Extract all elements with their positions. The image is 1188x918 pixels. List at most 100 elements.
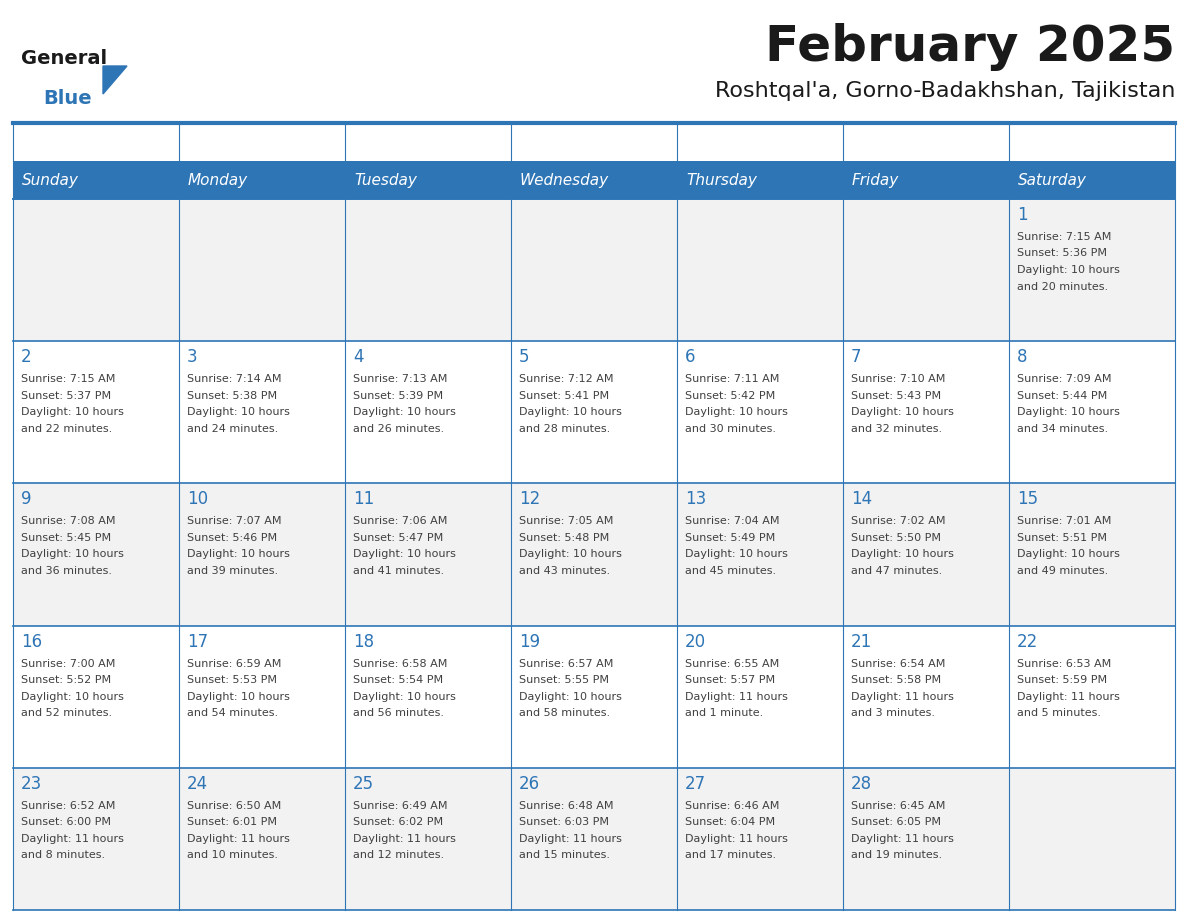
Text: and 19 minutes.: and 19 minutes. xyxy=(851,850,942,860)
Text: 2: 2 xyxy=(21,348,32,366)
Text: Daylight: 11 hours: Daylight: 11 hours xyxy=(851,834,954,844)
Text: Sunset: 5:43 PM: Sunset: 5:43 PM xyxy=(851,391,941,400)
Text: 28: 28 xyxy=(851,775,872,793)
Text: Roshtqal'a, Gorno-Badakhshan, Tajikistan: Roshtqal'a, Gorno-Badakhshan, Tajikistan xyxy=(715,81,1175,101)
Text: Sunset: 5:50 PM: Sunset: 5:50 PM xyxy=(851,533,941,543)
Text: Sunset: 5:36 PM: Sunset: 5:36 PM xyxy=(1017,249,1107,259)
Text: 1: 1 xyxy=(1017,206,1028,224)
Text: Sunrise: 6:58 AM: Sunrise: 6:58 AM xyxy=(353,658,448,668)
Text: Sunset: 5:51 PM: Sunset: 5:51 PM xyxy=(1017,533,1107,543)
Text: Sunset: 5:38 PM: Sunset: 5:38 PM xyxy=(187,391,277,400)
Text: Daylight: 11 hours: Daylight: 11 hours xyxy=(21,834,124,844)
Text: and 10 minutes.: and 10 minutes. xyxy=(187,850,278,860)
Text: Daylight: 10 hours: Daylight: 10 hours xyxy=(519,549,621,559)
Text: Sunrise: 6:49 AM: Sunrise: 6:49 AM xyxy=(353,800,448,811)
Text: and 17 minutes.: and 17 minutes. xyxy=(685,850,776,860)
Text: Sunset: 5:45 PM: Sunset: 5:45 PM xyxy=(21,533,112,543)
Text: 26: 26 xyxy=(519,775,541,793)
Text: Sunrise: 6:53 AM: Sunrise: 6:53 AM xyxy=(1017,658,1111,668)
Text: Sunrise: 7:01 AM: Sunrise: 7:01 AM xyxy=(1017,517,1112,526)
Bar xyxy=(843,161,1009,199)
Text: Sunrise: 7:02 AM: Sunrise: 7:02 AM xyxy=(851,517,946,526)
Text: Sunrise: 6:55 AM: Sunrise: 6:55 AM xyxy=(685,658,779,668)
Text: 16: 16 xyxy=(21,633,42,651)
Text: Sunset: 6:03 PM: Sunset: 6:03 PM xyxy=(519,817,609,827)
Text: Daylight: 10 hours: Daylight: 10 hours xyxy=(685,549,788,559)
Text: Daylight: 11 hours: Daylight: 11 hours xyxy=(685,834,788,844)
Text: and 24 minutes.: and 24 minutes. xyxy=(187,424,278,433)
Text: Sunset: 6:04 PM: Sunset: 6:04 PM xyxy=(685,817,775,827)
Text: Sunrise: 6:52 AM: Sunrise: 6:52 AM xyxy=(21,800,115,811)
Text: Daylight: 11 hours: Daylight: 11 hours xyxy=(1017,691,1120,701)
Text: and 22 minutes.: and 22 minutes. xyxy=(21,424,112,433)
Text: Sunrise: 7:05 AM: Sunrise: 7:05 AM xyxy=(519,517,613,526)
Polygon shape xyxy=(103,66,127,94)
Text: Sunset: 5:57 PM: Sunset: 5:57 PM xyxy=(685,675,775,685)
Text: Monday: Monday xyxy=(188,173,248,187)
Text: Sunrise: 7:08 AM: Sunrise: 7:08 AM xyxy=(21,517,115,526)
Text: Sunrise: 7:15 AM: Sunrise: 7:15 AM xyxy=(21,375,115,385)
Text: Friday: Friday xyxy=(852,173,899,187)
Text: 12: 12 xyxy=(519,490,541,509)
Text: Sunrise: 7:06 AM: Sunrise: 7:06 AM xyxy=(353,517,448,526)
Text: 18: 18 xyxy=(353,633,374,651)
Text: 11: 11 xyxy=(353,490,374,509)
Text: and 3 minutes.: and 3 minutes. xyxy=(851,708,935,718)
Text: 8: 8 xyxy=(1017,348,1028,366)
Text: Sunset: 5:55 PM: Sunset: 5:55 PM xyxy=(519,675,609,685)
Text: General: General xyxy=(21,49,107,68)
Text: Sunset: 5:44 PM: Sunset: 5:44 PM xyxy=(1017,391,1107,400)
Text: Sunrise: 7:12 AM: Sunrise: 7:12 AM xyxy=(519,375,613,385)
Bar xyxy=(13,484,1175,625)
Text: Sunrise: 7:11 AM: Sunrise: 7:11 AM xyxy=(685,375,779,385)
Text: and 12 minutes.: and 12 minutes. xyxy=(353,850,444,860)
Text: 19: 19 xyxy=(519,633,541,651)
Bar xyxy=(13,199,1175,341)
Text: Sunset: 5:52 PM: Sunset: 5:52 PM xyxy=(21,675,112,685)
Text: 10: 10 xyxy=(187,490,208,509)
Text: and 52 minutes.: and 52 minutes. xyxy=(21,708,112,718)
Text: and 47 minutes.: and 47 minutes. xyxy=(851,565,942,576)
Text: Daylight: 10 hours: Daylight: 10 hours xyxy=(1017,265,1120,275)
Text: and 26 minutes.: and 26 minutes. xyxy=(353,424,444,433)
Text: and 49 minutes.: and 49 minutes. xyxy=(1017,565,1108,576)
Text: Sunrise: 7:07 AM: Sunrise: 7:07 AM xyxy=(187,517,282,526)
Text: Sunrise: 7:10 AM: Sunrise: 7:10 AM xyxy=(851,375,946,385)
Text: Daylight: 11 hours: Daylight: 11 hours xyxy=(353,834,456,844)
Bar xyxy=(13,341,1175,484)
Text: and 43 minutes.: and 43 minutes. xyxy=(519,565,611,576)
Text: Sunrise: 6:54 AM: Sunrise: 6:54 AM xyxy=(851,658,946,668)
Text: Sunset: 5:48 PM: Sunset: 5:48 PM xyxy=(519,533,609,543)
Text: Sunset: 5:47 PM: Sunset: 5:47 PM xyxy=(353,533,443,543)
Text: and 5 minutes.: and 5 minutes. xyxy=(1017,708,1101,718)
Text: and 20 minutes.: and 20 minutes. xyxy=(1017,282,1108,292)
Text: Daylight: 11 hours: Daylight: 11 hours xyxy=(187,834,290,844)
Text: and 36 minutes.: and 36 minutes. xyxy=(21,565,112,576)
Text: Daylight: 10 hours: Daylight: 10 hours xyxy=(21,549,124,559)
Text: Daylight: 10 hours: Daylight: 10 hours xyxy=(353,549,456,559)
Text: Sunrise: 6:59 AM: Sunrise: 6:59 AM xyxy=(187,658,282,668)
Text: Sunset: 5:49 PM: Sunset: 5:49 PM xyxy=(685,533,776,543)
Text: 13: 13 xyxy=(685,490,706,509)
Text: Sunset: 6:00 PM: Sunset: 6:00 PM xyxy=(21,817,110,827)
Text: and 30 minutes.: and 30 minutes. xyxy=(685,424,776,433)
Text: Sunrise: 6:48 AM: Sunrise: 6:48 AM xyxy=(519,800,613,811)
Text: 14: 14 xyxy=(851,490,872,509)
Text: 15: 15 xyxy=(1017,490,1038,509)
Text: and 41 minutes.: and 41 minutes. xyxy=(353,565,444,576)
Text: Daylight: 10 hours: Daylight: 10 hours xyxy=(519,691,621,701)
Text: 5: 5 xyxy=(519,348,530,366)
Text: and 54 minutes.: and 54 minutes. xyxy=(187,708,278,718)
Text: 4: 4 xyxy=(353,348,364,366)
Text: Sunrise: 7:00 AM: Sunrise: 7:00 AM xyxy=(21,658,115,668)
Text: Daylight: 10 hours: Daylight: 10 hours xyxy=(851,408,954,417)
Text: and 1 minute.: and 1 minute. xyxy=(685,708,763,718)
Text: Sunrise: 7:14 AM: Sunrise: 7:14 AM xyxy=(187,375,282,385)
Text: Daylight: 10 hours: Daylight: 10 hours xyxy=(21,408,124,417)
Text: Sunrise: 6:46 AM: Sunrise: 6:46 AM xyxy=(685,800,779,811)
Text: Daylight: 10 hours: Daylight: 10 hours xyxy=(1017,549,1120,559)
Text: Daylight: 10 hours: Daylight: 10 hours xyxy=(21,691,124,701)
Text: and 34 minutes.: and 34 minutes. xyxy=(1017,424,1108,433)
Text: Sunset: 5:42 PM: Sunset: 5:42 PM xyxy=(685,391,776,400)
Text: 17: 17 xyxy=(187,633,208,651)
